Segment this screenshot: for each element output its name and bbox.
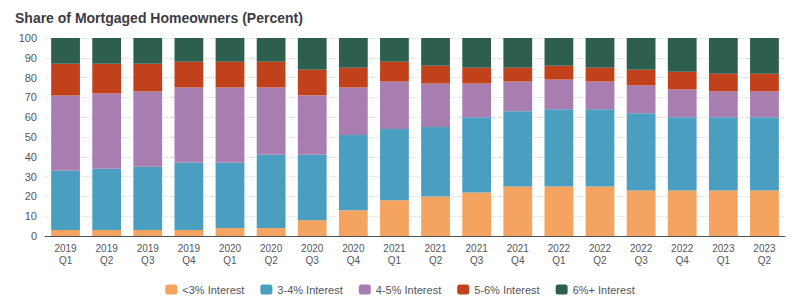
svg-text:40: 40 (25, 151, 37, 163)
svg-text:Q1: Q1 (388, 255, 402, 266)
svg-text:Q1: Q1 (223, 255, 237, 266)
svg-text:30: 30 (25, 171, 37, 183)
svg-text:2021: 2021 (507, 243, 530, 254)
svg-text:2019: 2019 (178, 243, 201, 254)
svg-text:Q4: Q4 (511, 255, 525, 266)
svg-text:Q1: Q1 (59, 255, 73, 266)
svg-text:Q4: Q4 (347, 255, 361, 266)
svg-text:Q4: Q4 (676, 255, 690, 266)
svg-text:10: 10 (25, 210, 37, 222)
svg-text:Q3: Q3 (141, 255, 155, 266)
svg-text:2021: 2021 (383, 243, 406, 254)
svg-text:3-4% Interest: 3-4% Interest (277, 284, 342, 296)
svg-text:2023: 2023 (753, 243, 776, 254)
svg-text:<3% Interest: <3% Interest (182, 284, 244, 296)
svg-text:Q2: Q2 (100, 255, 114, 266)
svg-text:2021: 2021 (424, 243, 447, 254)
svg-text:50: 50 (25, 131, 37, 143)
svg-text:Q2: Q2 (264, 255, 278, 266)
svg-text:5-6% Interest: 5-6% Interest (474, 284, 539, 296)
svg-text:Q3: Q3 (634, 255, 648, 266)
svg-text:2022: 2022 (589, 243, 612, 254)
svg-text:2020: 2020 (260, 243, 283, 254)
svg-text:Share of Mortgaged Homeowners: Share of Mortgaged Homeowners (Percent) (15, 10, 303, 26)
svg-text:Q3: Q3 (306, 255, 320, 266)
svg-text:2019: 2019 (137, 243, 160, 254)
svg-text:Q3: Q3 (470, 255, 484, 266)
svg-text:2022: 2022 (630, 243, 653, 254)
svg-text:60: 60 (25, 111, 37, 123)
svg-text:20: 20 (25, 190, 37, 202)
svg-text:Q2: Q2 (758, 255, 772, 266)
svg-text:90: 90 (25, 52, 37, 64)
svg-text:Q1: Q1 (552, 255, 566, 266)
svg-text:0: 0 (31, 230, 37, 242)
svg-text:2023: 2023 (712, 243, 735, 254)
svg-text:2022: 2022 (548, 243, 571, 254)
svg-text:2019: 2019 (96, 243, 119, 254)
svg-text:6%+ Interest: 6%+ Interest (573, 284, 635, 296)
svg-text:Q1: Q1 (717, 255, 731, 266)
svg-text:2020: 2020 (301, 243, 324, 254)
svg-text:80: 80 (25, 72, 37, 84)
svg-text:Q4: Q4 (182, 255, 196, 266)
svg-text:2020: 2020 (342, 243, 365, 254)
svg-text:2022: 2022 (671, 243, 694, 254)
svg-text:70: 70 (25, 91, 37, 103)
svg-text:100: 100 (19, 32, 37, 44)
svg-text:2020: 2020 (219, 243, 242, 254)
svg-text:2019: 2019 (54, 243, 77, 254)
svg-text:2021: 2021 (466, 243, 489, 254)
svg-text:Q2: Q2 (593, 255, 607, 266)
svg-text:4-5% Interest: 4-5% Interest (376, 284, 441, 296)
svg-text:Q2: Q2 (429, 255, 443, 266)
